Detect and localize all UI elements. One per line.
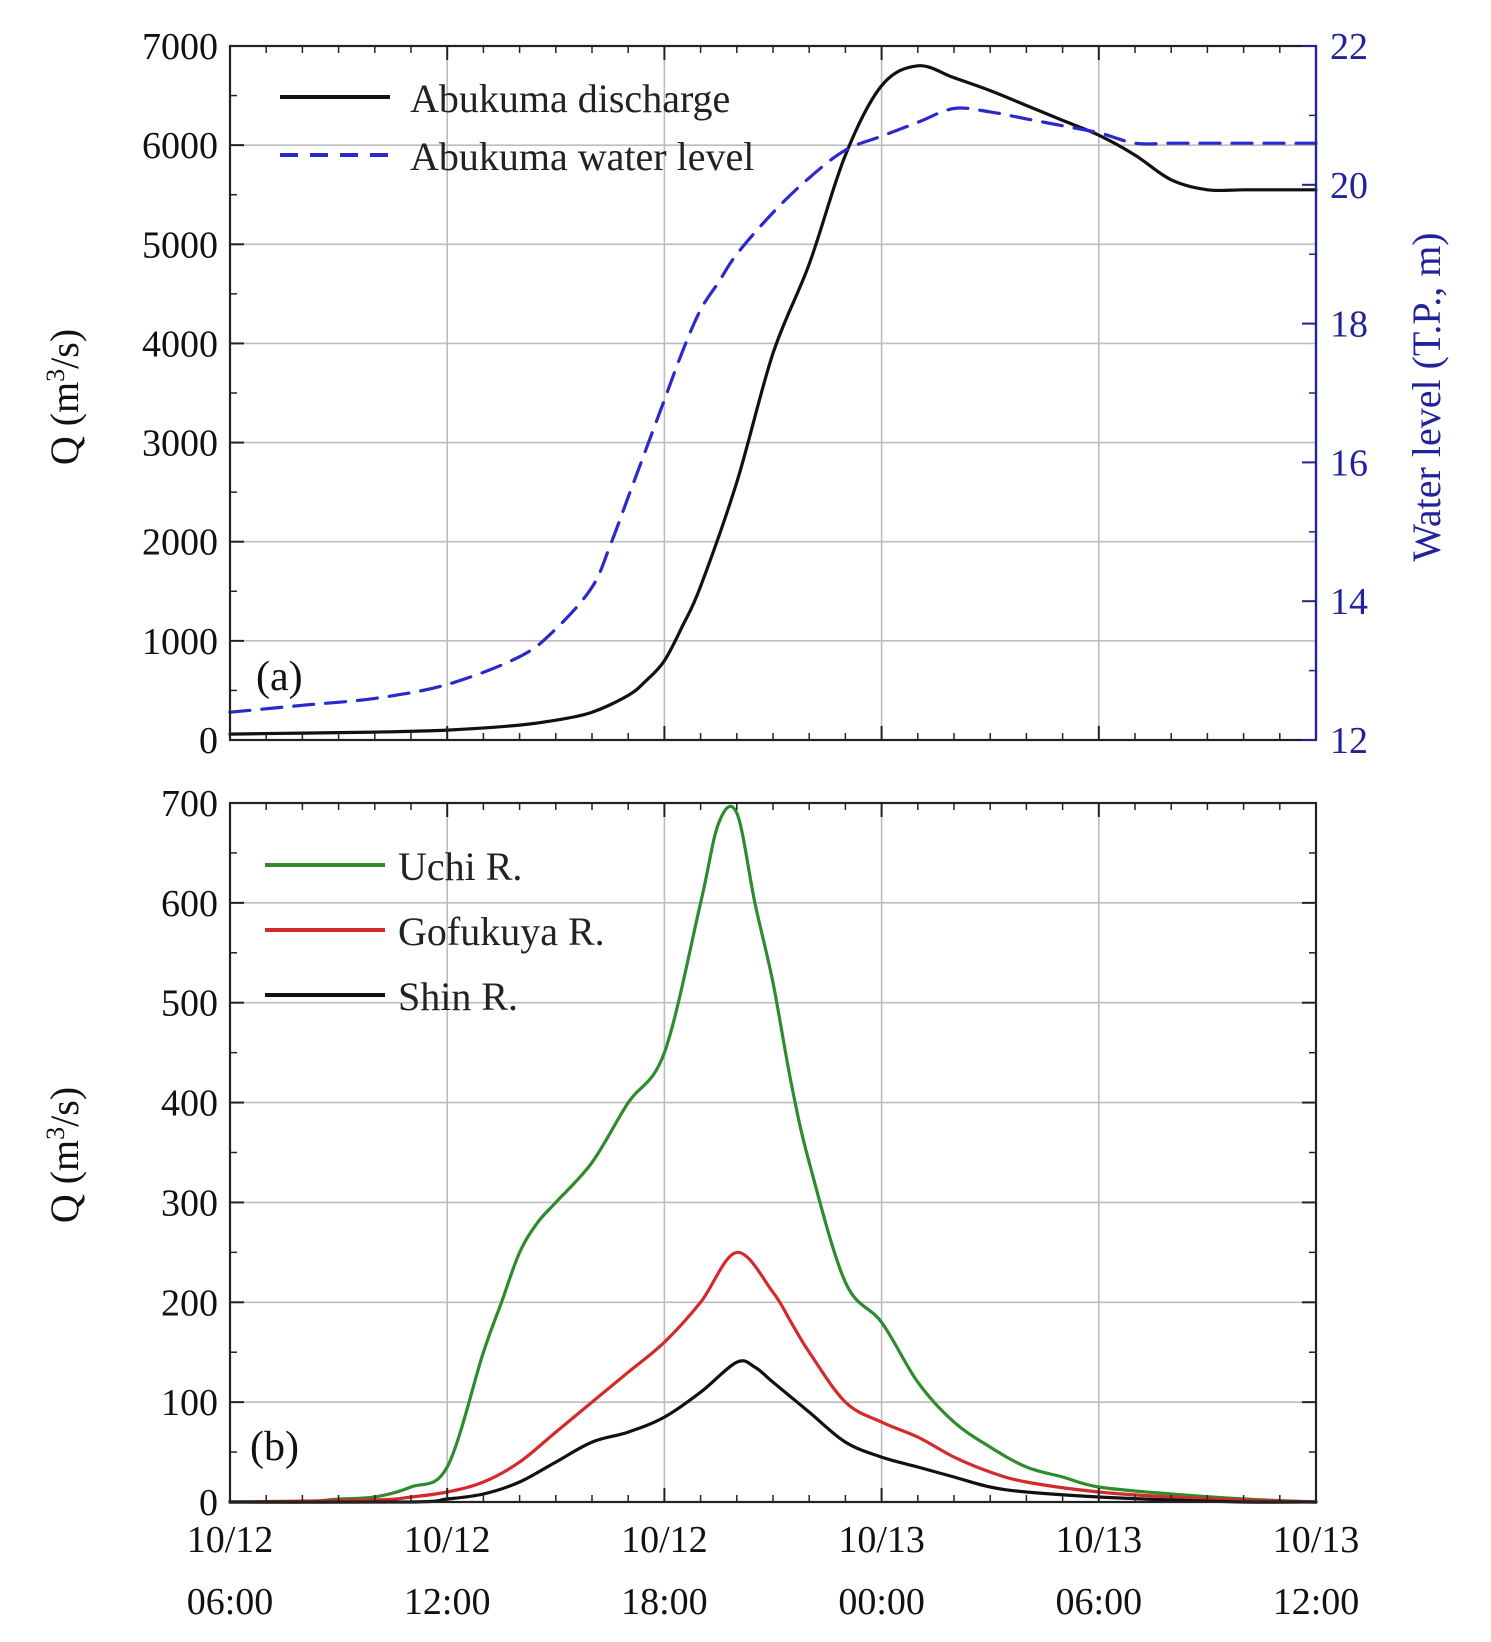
panel-b: 0 100 200 300 400 500 600 700 10/12 06:00 10/12 12… bbox=[41, 783, 1359, 1623]
panel-b-legend: Uchi R. Gofukuya R. Shin R. bbox=[265, 844, 605, 1019]
a-y2-tick-label: 22 bbox=[1330, 26, 1368, 68]
b-y-tick-label: 0 bbox=[199, 1482, 218, 1524]
b-y-tick-label: 100 bbox=[161, 1382, 218, 1424]
x-tick-label-time: 06:00 bbox=[187, 1581, 274, 1623]
a-y-tick-label: 5000 bbox=[142, 224, 218, 266]
panel-b-y-axis-title: Q (m3/s) bbox=[41, 1087, 87, 1223]
x-tick-label-date: 10/12 bbox=[621, 1519, 708, 1561]
x-tick-label-date: 10/12 bbox=[404, 1519, 491, 1561]
panel-a-y2-axis-title: Water level (T.P., m) bbox=[1404, 232, 1449, 561]
panel-a-frame bbox=[228, 44, 1318, 742]
panel-b-ticks bbox=[229, 802, 1317, 1503]
series-line-uchi-r bbox=[228, 804, 1318, 1504]
a-y-tick-label: 2000 bbox=[142, 522, 218, 564]
panel-b-label: (b) bbox=[250, 1424, 299, 1470]
b-y-tick-label: 500 bbox=[161, 983, 218, 1025]
b-y-tick-label: 200 bbox=[161, 1282, 218, 1324]
x-tick-label-time: 06:00 bbox=[1056, 1581, 1143, 1623]
panel-b-series bbox=[228, 804, 1318, 1504]
x-tick-label-date: 10/13 bbox=[1273, 1519, 1360, 1561]
x-tick-label-date: 10/13 bbox=[1056, 1519, 1143, 1561]
panel-b-x-tick-labels: 10/12 06:00 10/12 12:00 10/12 18:00 10/13 00:00… bbox=[187, 1519, 1360, 1623]
b-y-tick-label: 300 bbox=[161, 1182, 218, 1224]
a-y2-tick-label: 12 bbox=[1330, 720, 1368, 762]
a-y2-tick-label: 14 bbox=[1330, 581, 1368, 623]
a-y-tick-label: 1000 bbox=[142, 621, 218, 663]
b-y-tick-label: 600 bbox=[161, 883, 218, 925]
panel-a-gridlines bbox=[230, 46, 1316, 740]
legend-label-shin: Shin R. bbox=[398, 974, 518, 1019]
panel-a-legend: Abukuma discharge Abukuma water level bbox=[280, 76, 754, 179]
legend-label-abukuma-discharge: Abukuma discharge bbox=[410, 76, 730, 121]
a-y-tick-label: 3000 bbox=[142, 423, 218, 465]
series-line-gofukuya-r bbox=[228, 1250, 1318, 1504]
panel-a-label: (a) bbox=[256, 654, 303, 700]
b-y-tick-label: 700 bbox=[161, 783, 218, 825]
a-y2-tick-label: 18 bbox=[1330, 304, 1368, 346]
a-y-tick-label: 0 bbox=[199, 720, 218, 762]
a-y-tick-label: 6000 bbox=[142, 125, 218, 167]
panel-a-series bbox=[228, 64, 1318, 736]
legend-label-abukuma-water-level: Abukuma water level bbox=[410, 134, 754, 179]
x-tick-label-date: 10/13 bbox=[838, 1519, 925, 1561]
panel-a-ticks bbox=[229, 45, 1318, 741]
panel-b-y-tick-labels: 0 100 200 300 400 500 600 700 bbox=[161, 783, 218, 1524]
panel-a-y2-tick-labels: 12 14 16 18 20 22 bbox=[1330, 26, 1368, 762]
x-tick-label-time: 12:00 bbox=[404, 1581, 491, 1623]
x-tick-label-time: 12:00 bbox=[1273, 1581, 1360, 1623]
b-y-tick-label: 400 bbox=[161, 1083, 218, 1125]
x-tick-label-time: 00:00 bbox=[838, 1581, 925, 1623]
series-line-abukuma-water-level bbox=[228, 106, 1318, 714]
series-line-abukuma-discharge bbox=[228, 64, 1318, 736]
a-y2-tick-label: 20 bbox=[1330, 165, 1368, 207]
a-y2-tick-label: 16 bbox=[1330, 442, 1368, 484]
panel-a-y-tick-labels: 0 1000 2000 3000 4000 5000 6000 7000 bbox=[142, 26, 218, 762]
a-y-tick-label: 4000 bbox=[142, 323, 218, 365]
panel-a-y-axis-title: Q (m3/s) bbox=[41, 329, 87, 465]
legend-label-gofukuya: Gofukuya R. bbox=[398, 909, 605, 954]
x-tick-label-time: 18:00 bbox=[621, 1581, 708, 1623]
panel-b-frame bbox=[228, 801, 1318, 1504]
panel-b-gridlines bbox=[230, 803, 1316, 1502]
x-tick-label-date: 10/12 bbox=[187, 1519, 274, 1561]
panel-a: 0 1000 2000 3000 4000 5000 6000 7000 12 14 16 18 20… bbox=[41, 26, 1449, 762]
legend-label-uchi: Uchi R. bbox=[398, 844, 522, 889]
series-line-shin-r bbox=[228, 1359, 1318, 1504]
a-y-tick-label: 7000 bbox=[142, 26, 218, 68]
